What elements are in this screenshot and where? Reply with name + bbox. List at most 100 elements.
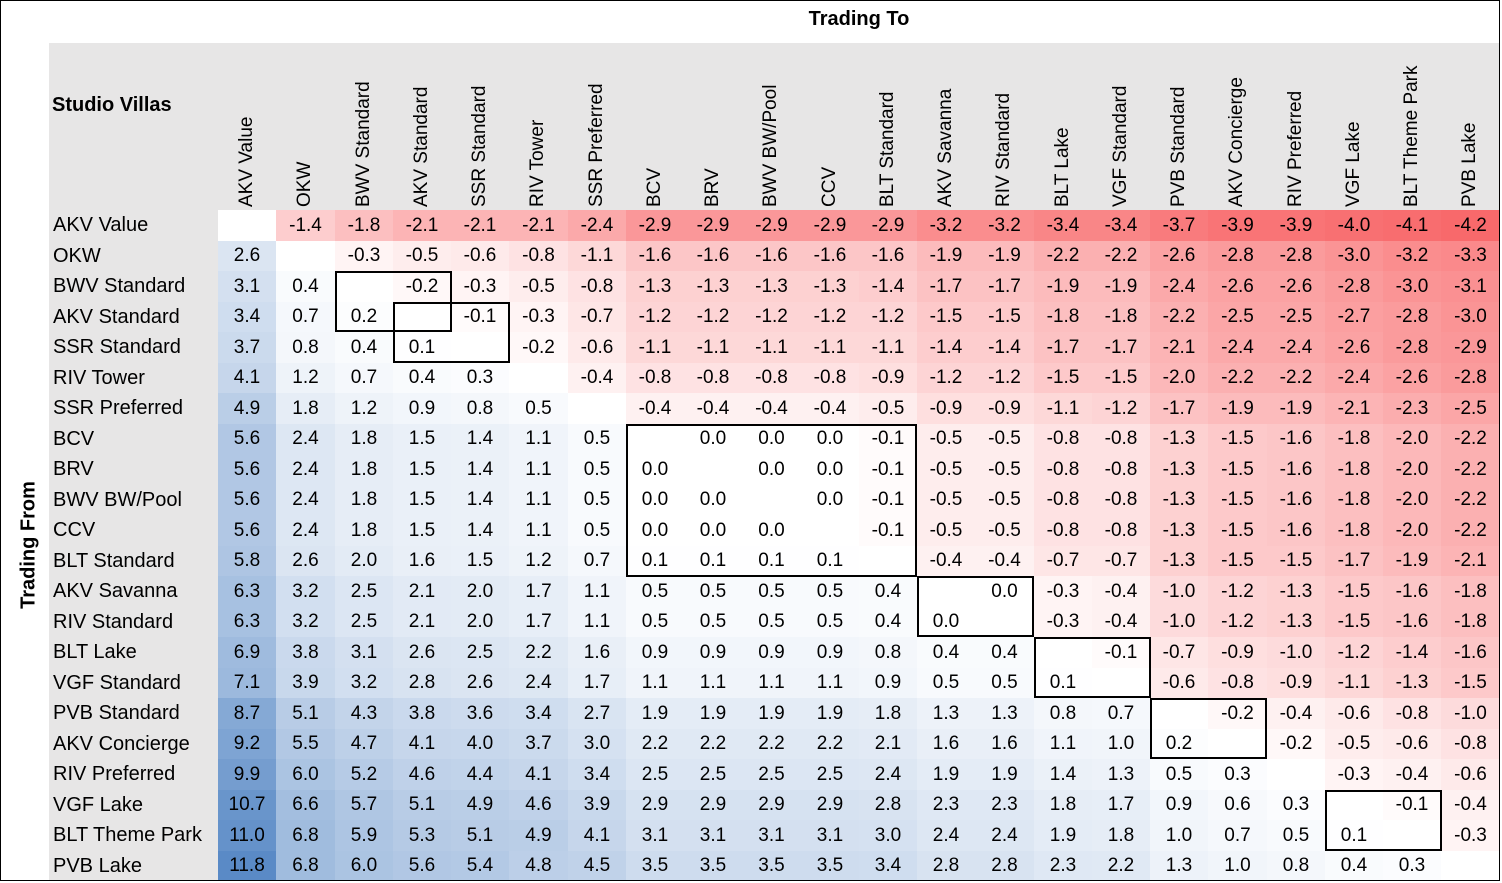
- heatmap-cell: 6.3: [218, 576, 276, 607]
- heatmap-cell: 0.8: [1034, 698, 1092, 729]
- heatmap-cell: -0.8: [509, 241, 568, 271]
- heatmap-cell: 3.1: [801, 820, 859, 851]
- heatmap-cell: -1.2: [917, 363, 975, 393]
- heatmap-cell: 5.8: [218, 546, 276, 576]
- heatmap-cell: 2.4: [509, 668, 568, 698]
- heatmap-cell: -0.3: [335, 241, 393, 271]
- heatmap-cell: 0.7: [276, 302, 335, 332]
- heatmap-cell: -0.1: [451, 302, 509, 332]
- heatmap-cell: -2.0: [1150, 363, 1208, 393]
- heatmap-cell: -0.5: [975, 454, 1034, 485]
- heatmap-cell: 0.9: [1150, 790, 1208, 820]
- heatmap-cell: 5.6: [393, 851, 451, 881]
- heatmap-cell: -1.8: [1325, 424, 1383, 454]
- row-header-riv-tower: RIV Tower: [53, 366, 145, 389]
- heatmap-cell: -1.5: [1325, 607, 1383, 637]
- column-header-label: AKV Savanna: [935, 88, 957, 207]
- heatmap-cell: 2.6: [451, 668, 509, 698]
- heatmap-cell: 0.5: [509, 393, 568, 424]
- row-header-pvb-lake: PVB Lake: [53, 854, 142, 877]
- heatmap-cell: [1383, 820, 1441, 851]
- heatmap-cell: 0.5: [568, 454, 626, 485]
- heatmap-cell: -0.1: [859, 485, 917, 515]
- heatmap-cell: 0.5: [626, 576, 684, 607]
- heatmap-cell: -1.8: [1441, 607, 1500, 637]
- heatmap-cell: -0.9: [1267, 668, 1325, 698]
- heatmap-cell: 0.7: [1092, 698, 1150, 729]
- heatmap-cell: -2.6: [1383, 363, 1441, 393]
- heatmap-cell: -0.8: [742, 363, 801, 393]
- heatmap-cell: 0.9: [742, 637, 801, 668]
- heatmap-cell: -1.7: [917, 271, 975, 302]
- heatmap-cell: 0.5: [801, 576, 859, 607]
- heatmap-cell: 0.9: [801, 637, 859, 668]
- heatmap-cell: -1.5: [917, 302, 975, 332]
- heatmap-cell: [335, 271, 393, 302]
- row-header-vgf-lake: VGF Lake: [53, 793, 144, 816]
- heatmap-cell: 2.4: [276, 485, 335, 515]
- heatmap-cell: 3.1: [626, 820, 684, 851]
- heatmap-cell: -1.3: [742, 271, 801, 302]
- heatmap-cell: 8.7: [218, 698, 276, 729]
- heatmap-cell: 0.0: [626, 454, 684, 485]
- column-header-label: RIV Tower: [527, 119, 549, 207]
- heatmap-cell: -2.8: [1441, 363, 1500, 393]
- heatmap-cell: [859, 546, 917, 576]
- heatmap-cell: -4.2: [1441, 210, 1500, 241]
- heatmap-cell: 0.0: [742, 515, 801, 546]
- heatmap-cell: 5.4: [451, 851, 509, 881]
- heatmap-cell: 4.1: [218, 363, 276, 393]
- heatmap-cell: -1.8: [1325, 515, 1383, 546]
- heatmap-cell: -2.6: [1325, 332, 1383, 363]
- column-header-label: RIV Standard: [993, 92, 1015, 207]
- heatmap-cell: -0.7: [1150, 637, 1208, 668]
- heatmap-cell: 4.7: [335, 729, 393, 759]
- heatmap-cell: 0.5: [626, 607, 684, 637]
- heatmap-cell: -0.5: [917, 424, 975, 454]
- heatmap-cell: 1.4: [1034, 759, 1092, 790]
- heatmap-cell: -1.2: [742, 302, 801, 332]
- heatmap-cell: 2.4: [859, 759, 917, 790]
- heatmap-cell: 3.1: [335, 637, 393, 668]
- heatmap-cell: -1.5: [1441, 668, 1500, 698]
- heatmap-cell: -1.4: [1383, 637, 1441, 668]
- heatmap-cell: -1.8: [1034, 302, 1092, 332]
- heatmap-cell: 0.1: [1034, 668, 1092, 698]
- heatmap-cell: 3.4: [859, 851, 917, 881]
- heatmap-cell: -2.9: [801, 210, 859, 241]
- heatmap-cell: 0.4: [276, 271, 335, 302]
- heatmap-cell: 0.0: [801, 424, 859, 454]
- heatmap-cell: -1.2: [859, 302, 917, 332]
- heatmap-cell: -0.1: [859, 454, 917, 485]
- heatmap-cell: 4.0: [451, 729, 509, 759]
- heatmap-cell: 1.4: [451, 424, 509, 454]
- heatmap-cell: 0.3: [1267, 790, 1325, 820]
- heatmap-cell: [975, 607, 1034, 637]
- heatmap-cell: -1.6: [1267, 515, 1325, 546]
- row-header-okw: OKW: [53, 244, 101, 267]
- heatmap-cell: 4.8: [509, 851, 568, 881]
- heatmap-cell: -1.3: [1150, 515, 1208, 546]
- heatmap-cell: -2.6: [1150, 241, 1208, 271]
- heatmap-cell: 1.1: [742, 668, 801, 698]
- heatmap-cell: 6.0: [276, 759, 335, 790]
- heatmap-cell: 0.0: [975, 576, 1034, 607]
- heatmap-cell: 6.6: [276, 790, 335, 820]
- heatmap-cell: 3.0: [568, 729, 626, 759]
- heatmap-cell: 2.1: [393, 576, 451, 607]
- heatmap-cell: [684, 454, 742, 485]
- heatmap-cell: -1.2: [1092, 393, 1150, 424]
- heatmap-cell: -1.6: [1267, 424, 1325, 454]
- heatmap-cell: 0.0: [917, 607, 975, 637]
- heatmap-cell: 4.1: [509, 759, 568, 790]
- heatmap-cell: -2.5: [1441, 393, 1500, 424]
- column-header-label: VGF Standard: [1109, 85, 1131, 207]
- heatmap-cell: -1.2: [1208, 607, 1267, 637]
- heatmap-cell: 3.6: [451, 698, 509, 729]
- heatmap-cell: -0.4: [917, 546, 975, 576]
- heatmap-cell: -3.1: [1441, 271, 1500, 302]
- heatmap-cell: [1267, 759, 1325, 790]
- heatmap-cell: 0.5: [568, 485, 626, 515]
- heatmap-cell: 1.8: [859, 698, 917, 729]
- heatmap-cell: 2.8: [975, 851, 1034, 881]
